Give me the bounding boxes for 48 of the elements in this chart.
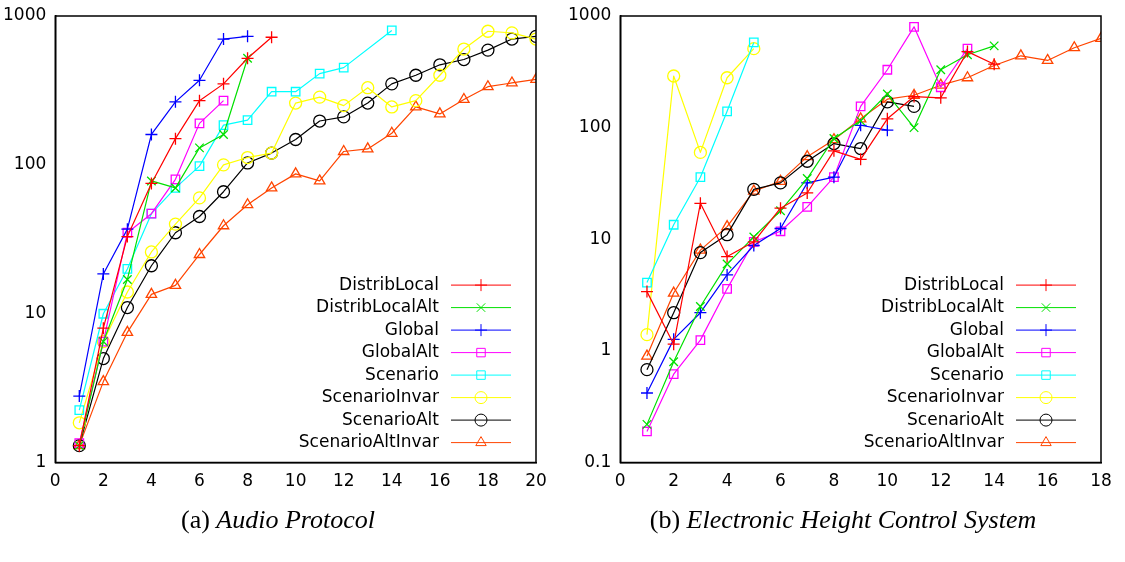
y-tick-label: 1000 [3,4,47,25]
y-tick-label: 100 [13,153,47,174]
text: (a) Audio Protocol [181,505,375,534]
legend-label: DistribLocal [904,273,1004,294]
text: (b) Electronic Height Control System [649,505,1037,534]
legend-label: Scenario [365,363,439,384]
y-tick-label: 10 [24,302,47,323]
y-tick-label: 1000 [568,4,612,25]
x-tick-label: 10 [284,470,307,491]
x-tick-label: 4 [721,470,733,491]
legend-label: Global [384,318,439,339]
x-tick-label: 12 [929,470,952,491]
y-tick-label: 0.1 [584,451,612,472]
x-tick-label: 10 [876,470,899,491]
x-tick-label: 14 [380,470,403,491]
y-tick-label: 10 [589,227,612,248]
x-tick-label: 20 [525,470,547,491]
y-tick-label: 100 [578,116,612,137]
x-tick-label: 6 [775,470,786,491]
x-tick-label: 12 [332,470,355,491]
legend-label: Global [949,318,1004,339]
x-tick-label: 16 [429,470,451,491]
legend-label: ScenarioAltInvar [298,431,439,452]
legend-label: DistribLocalAlt [881,296,1005,317]
x-tick-label: 4 [146,470,157,491]
x-tick-label: 16 [1036,470,1059,491]
x-tick-label: 2 [97,470,109,491]
legend-label: GlobalAlt [926,341,1005,362]
x-tick-label: 0 [614,470,626,491]
legend-label: ScenarioInvar [886,386,1004,407]
legend-label: ScenarioAltInvar [863,431,1004,452]
x-tick-label: 6 [194,470,205,491]
x-tick-label: 18 [477,470,499,491]
y-tick-label: 1 [600,339,612,360]
legend-label: ScenarioInvar [321,386,439,407]
x-tick-label: 2 [668,470,680,491]
legend-label: DistribLocal [339,273,439,294]
x-tick-label: 0 [49,470,61,491]
legend-label: GlobalAlt [361,341,440,362]
legend-label: ScenarioAlt [342,408,440,429]
x-tick-label: 8 [242,470,253,491]
x-tick-label: 18 [1090,470,1112,491]
legend-label: DistribLocalAlt [316,296,440,317]
x-tick-label: 14 [983,470,1005,491]
legend-label: ScenarioAlt [907,408,1005,429]
y-tick-label: 1 [35,451,47,472]
legend-label: Scenario [930,363,1004,384]
x-tick-label: 8 [828,470,840,491]
